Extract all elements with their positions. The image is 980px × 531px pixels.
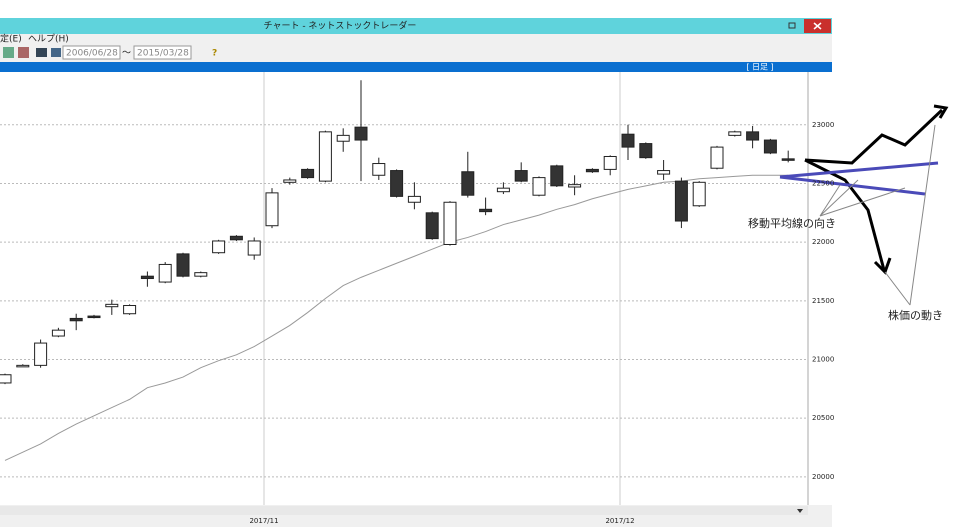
candle-body — [158, 263, 172, 283]
candle-body — [87, 315, 101, 319]
candle-body — [301, 168, 315, 179]
candle-body — [212, 240, 226, 254]
date-to-text: 2015/03/28 — [137, 49, 189, 59]
y-tick-label: 20500 — [812, 414, 834, 422]
up-arrow — [804, 108, 944, 165]
candle-body — [621, 133, 635, 148]
callout-line — [884, 124, 936, 306]
candle-body — [443, 201, 457, 245]
annotation: 移動平均線の向き — [748, 216, 836, 230]
plot-area — [0, 72, 808, 505]
y-tick-label: 21500 — [812, 297, 834, 305]
date-sep: ～ — [122, 49, 131, 59]
y-tick-label: 21000 — [812, 355, 834, 363]
candle-body — [336, 134, 350, 142]
moving-average — [4, 174, 789, 461]
window-title: チャート - ネットストックトレーダー — [264, 20, 417, 32]
title-bar — [0, 18, 832, 34]
date-from[interactable] — [62, 45, 121, 60]
candle-body — [728, 131, 742, 136]
candle-body — [229, 235, 243, 241]
panel-bar — [0, 62, 832, 72]
y-tick-label: 22500 — [812, 179, 834, 187]
panel-label: [ 日足 ] — [746, 63, 773, 72]
candle-body — [674, 180, 688, 222]
callout-line — [819, 179, 906, 217]
toolbar-icon[interactable] — [36, 48, 47, 57]
candle-body — [265, 192, 279, 227]
candle-body — [746, 131, 760, 141]
candle-body — [550, 165, 564, 187]
candle-body — [639, 143, 653, 159]
candle-body — [390, 170, 404, 197]
toolbar-icon[interactable] — [3, 47, 14, 58]
candle-body — [585, 168, 599, 173]
annotation: 株価の動き — [888, 308, 943, 322]
candle-body — [69, 317, 83, 322]
arrow-head — [933, 104, 949, 119]
toolbar-icon[interactable] — [18, 47, 29, 58]
menu-item[interactable]: 定(E) — [0, 33, 22, 45]
candles — [0, 80, 808, 478]
close-icon — [813, 22, 822, 30]
maximize-icon — [788, 22, 796, 29]
annotation-arrows — [779, 104, 949, 306]
y-tick-label: 22000 — [812, 238, 834, 246]
candle-body — [425, 212, 439, 240]
candle-body — [194, 272, 208, 277]
y-tick-label: 23000 — [812, 121, 834, 129]
candle-body — [479, 208, 493, 213]
candle-body — [176, 253, 190, 277]
toolbar-icon[interactable] — [51, 48, 61, 57]
candle-body — [532, 177, 546, 196]
candle-body — [247, 240, 261, 256]
candle-body — [603, 155, 617, 170]
help-button[interactable]: ? — [212, 49, 217, 59]
price-axis — [808, 72, 832, 505]
scroll-arrow[interactable] — [797, 509, 803, 513]
scrollbar[interactable] — [0, 506, 808, 515]
candle-body — [657, 170, 671, 175]
down-arrow — [804, 158, 886, 271]
candle-body — [496, 187, 510, 193]
y-tick-label: 20000 — [812, 473, 834, 481]
candle-body — [123, 305, 137, 315]
trend-line — [779, 161, 939, 179]
candle-body — [407, 195, 421, 203]
x-label: 2017/12 — [605, 517, 634, 525]
candle-body — [51, 329, 65, 337]
candle-body — [0, 374, 12, 384]
candle-body — [105, 303, 119, 308]
candle-body — [461, 171, 475, 196]
candle-body — [354, 126, 368, 141]
candle-body — [781, 158, 795, 161]
candle-body — [763, 139, 777, 154]
menu-item[interactable]: ヘルプ(H) — [28, 34, 69, 45]
candle-body — [318, 131, 332, 182]
date-to[interactable] — [133, 45, 192, 60]
date-from-text: 2006/06/28 — [66, 49, 118, 59]
candle-body — [283, 179, 297, 183]
candle-body — [34, 342, 48, 366]
candle-body — [140, 275, 154, 280]
candle-body — [372, 163, 386, 176]
candle-body — [692, 181, 706, 207]
candle-body — [16, 364, 30, 368]
candle-body — [568, 184, 582, 188]
candle-body — [710, 146, 724, 169]
x-label: 2017/11 — [249, 517, 278, 525]
candle-body — [514, 170, 528, 182]
